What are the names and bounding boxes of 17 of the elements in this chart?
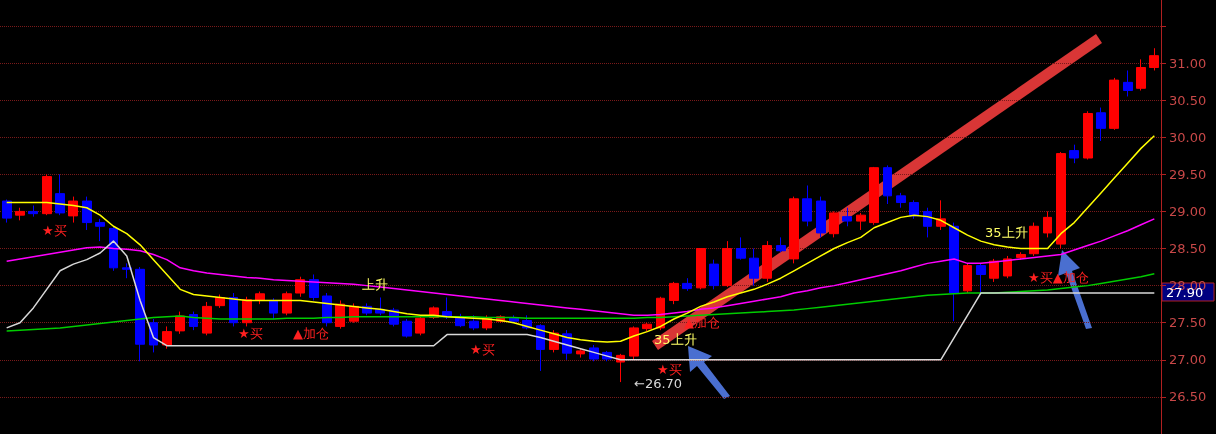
y-tick-label: 26.50 [1169, 389, 1207, 405]
y-tick-label: 27.00 [1169, 352, 1207, 368]
annotation: ★买 [238, 325, 263, 341]
annotation: ★买 [42, 222, 67, 238]
y-tick-label: 30.00 [1169, 129, 1207, 145]
annotation: ★买 [657, 361, 682, 377]
y-tick-label: 27.50 [1169, 315, 1207, 331]
y-tick-label: 31.00 [1169, 55, 1207, 71]
y-tick-label: 30.50 [1169, 92, 1207, 108]
y-tick-label: 29.50 [1169, 166, 1207, 182]
y-tick-label: 28.50 [1169, 241, 1207, 257]
annotation: ←26.70 [634, 375, 683, 391]
y-tick-label: 29.00 [1169, 203, 1207, 219]
annotation: 35上升 [985, 224, 1028, 240]
annotation: 35上升 [654, 331, 697, 347]
annotation: ▲加仓 [293, 325, 329, 341]
annotation: ★买 [470, 341, 495, 357]
